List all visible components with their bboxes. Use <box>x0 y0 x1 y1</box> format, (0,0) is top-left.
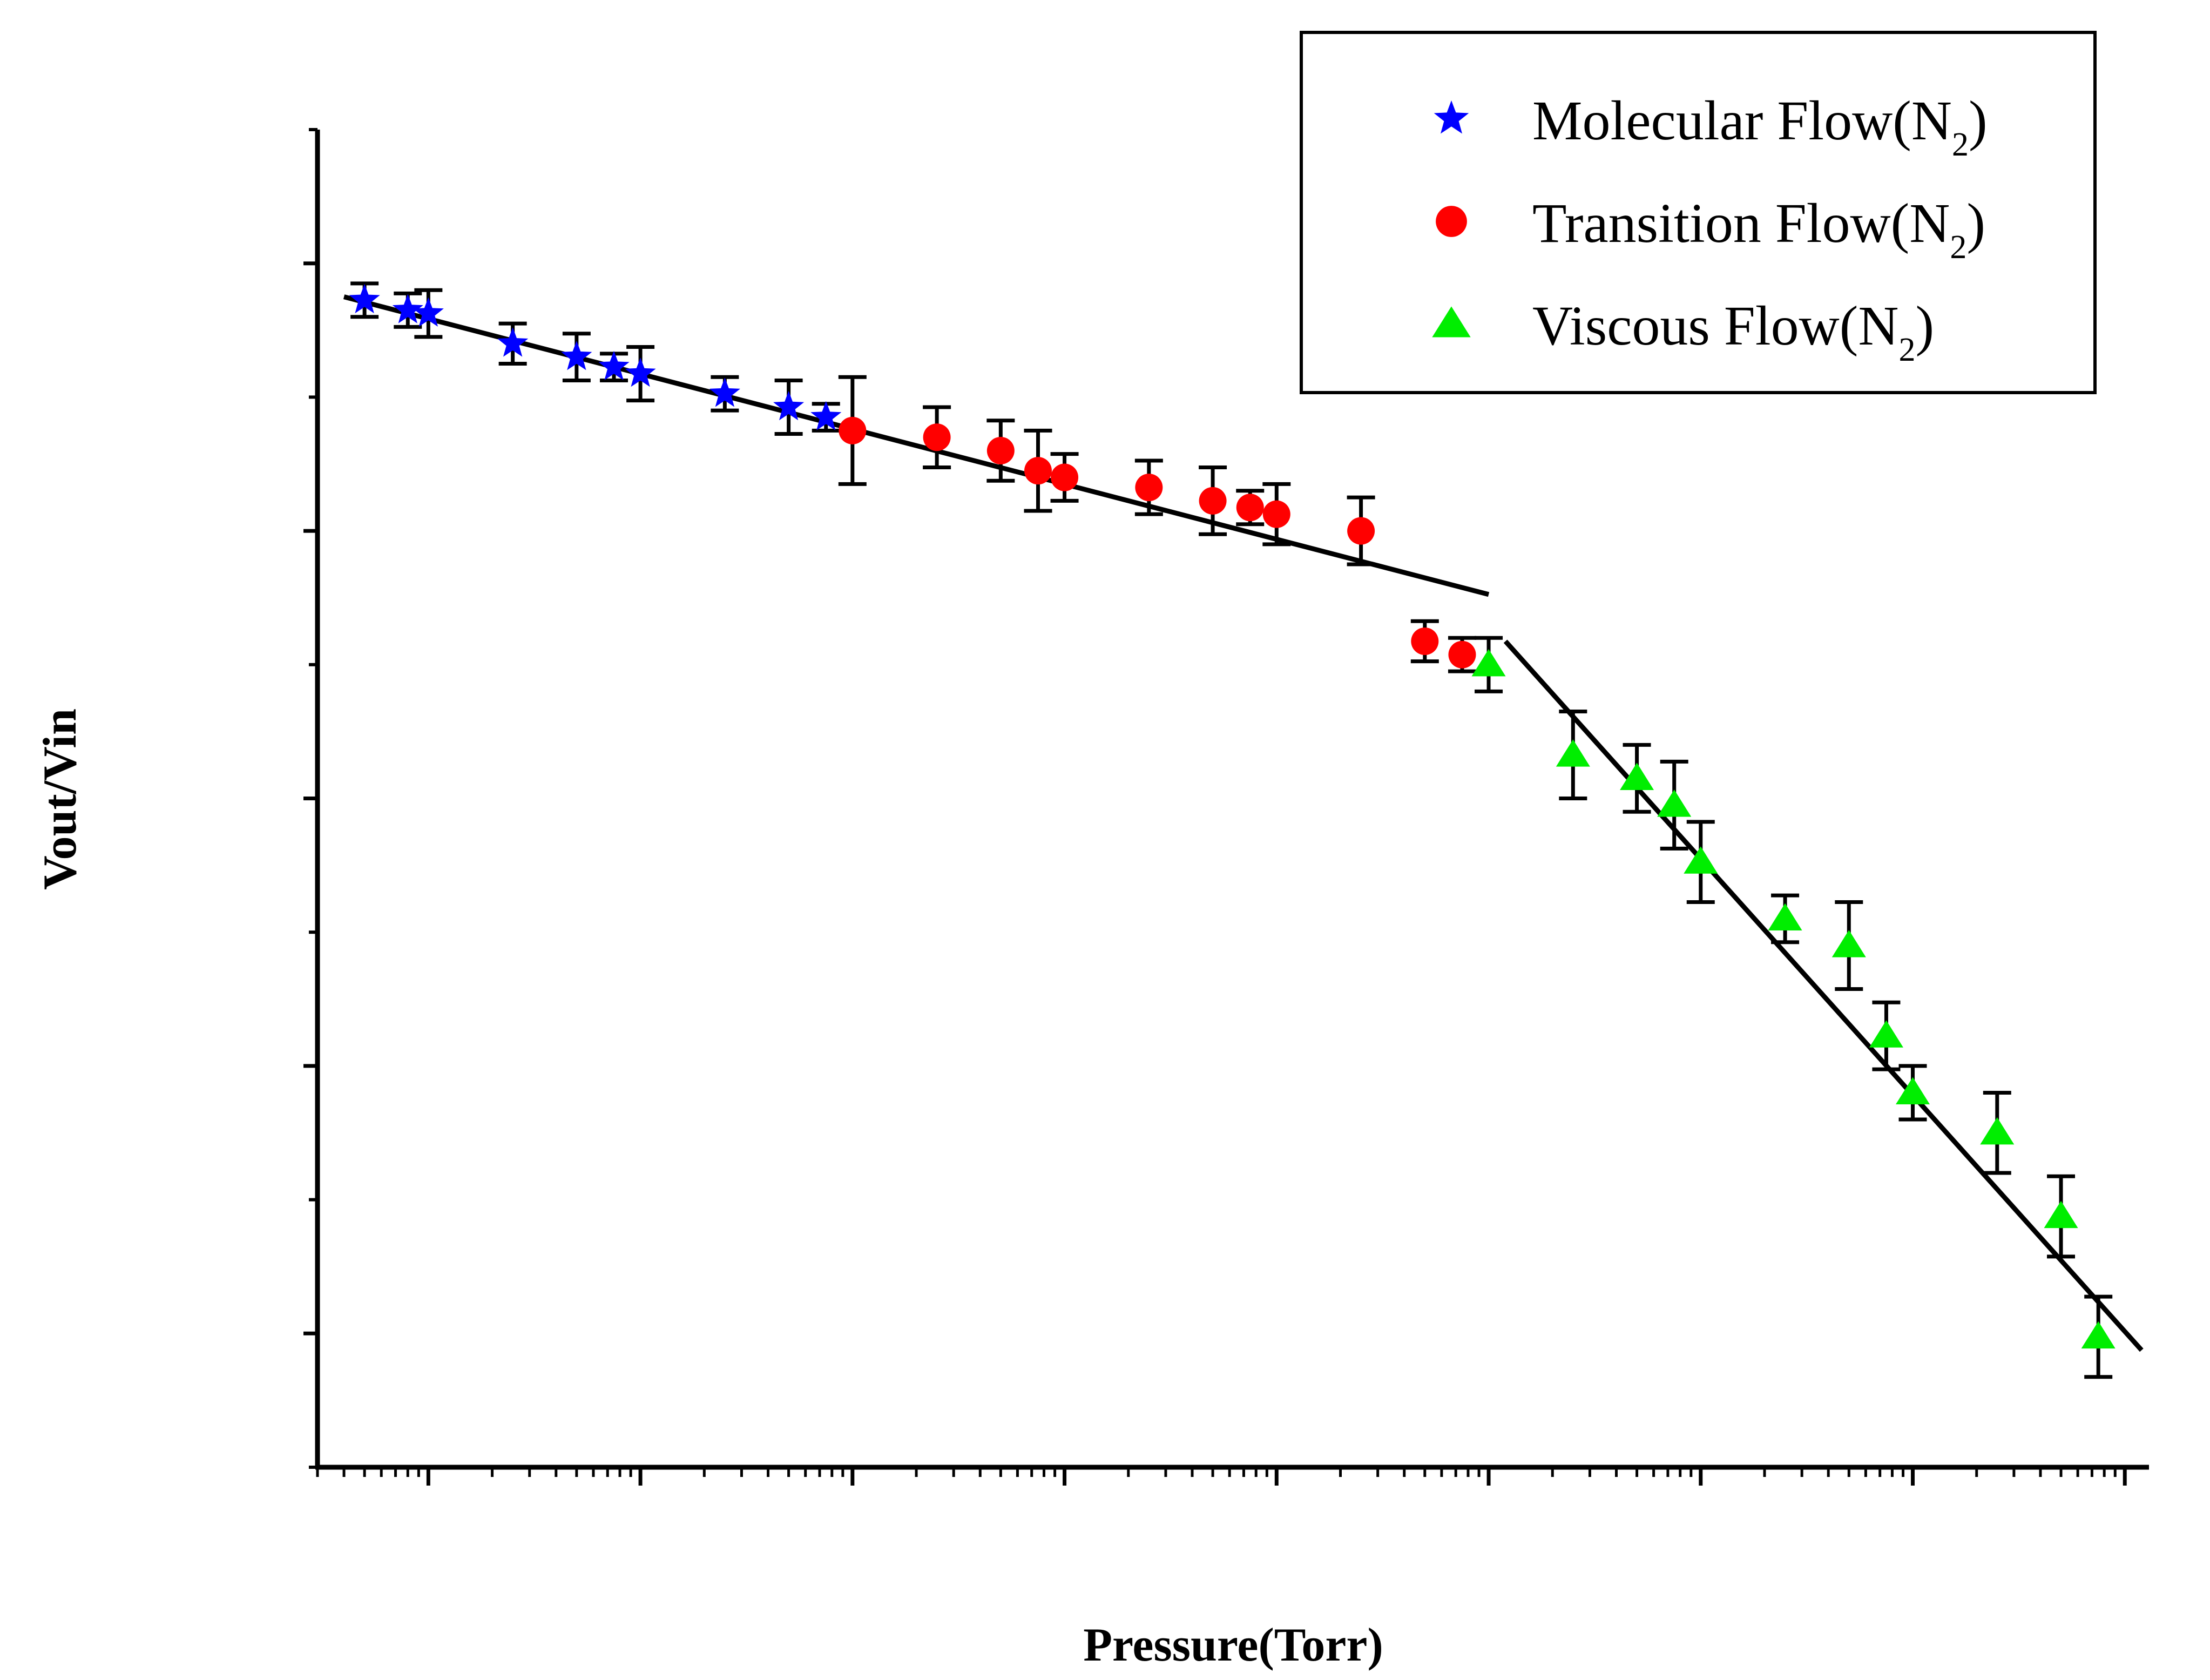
legend-label-end: ) <box>1915 295 1934 357</box>
data-point-circle <box>1135 474 1163 502</box>
data-point-star <box>413 297 444 327</box>
legend-label: Viscous Flow(N2) <box>1532 295 1934 368</box>
data-point-circle <box>839 416 867 444</box>
data-point-star <box>625 357 656 387</box>
data-point-star <box>349 284 380 314</box>
legend-label-main: Viscous Flow(N <box>1532 295 1898 357</box>
data-point-circle <box>1024 457 1052 485</box>
legend-label-main: Molecular Flow(N <box>1532 90 1952 152</box>
legend-label: Transition Flow(N2) <box>1532 192 1985 266</box>
legend-label: Molecular Flow(N2) <box>1532 90 1988 163</box>
data-point-triangle <box>1869 1020 1903 1048</box>
legend-marker-circle <box>1436 206 1467 237</box>
data-point-star <box>497 327 529 357</box>
data-point-triangle <box>2081 1321 2116 1349</box>
data-points <box>349 284 2116 1349</box>
data-point-triangle <box>1620 763 1654 790</box>
data-point-star <box>773 391 805 421</box>
low-pressure-fit <box>343 294 1490 597</box>
data-point-circle <box>923 423 951 451</box>
data-point-star <box>561 341 592 370</box>
data-point-triangle <box>1980 1117 2015 1145</box>
data-point-circle <box>1347 517 1375 545</box>
data-point-triangle <box>1471 649 1506 677</box>
legend-label-subscript: 2 <box>1952 126 1969 163</box>
legend-label-subscript: 2 <box>1950 229 1966 266</box>
legend-label-main: Transition Flow(N <box>1532 192 1950 254</box>
data-point-circle <box>1411 627 1439 655</box>
ticks <box>303 128 2127 1486</box>
legend-marker-triangle <box>1432 306 1471 338</box>
data-point-circle <box>1199 487 1227 515</box>
data-point-circle <box>1051 463 1079 491</box>
data-point-triangle <box>1556 739 1590 767</box>
data-point-triangle <box>1768 903 1802 931</box>
legend-label-end: ) <box>1966 192 1985 254</box>
data-point-triangle <box>1831 930 1866 957</box>
data-point-triangle <box>1684 846 1718 874</box>
data-point-circle <box>1236 494 1264 522</box>
y-axis-title: Vout/Vin <box>34 709 86 890</box>
data-point-star <box>598 350 630 380</box>
legend-box <box>1300 31 2097 394</box>
data-point-star <box>392 294 423 323</box>
fit-lines <box>343 294 2144 1352</box>
data-point-circle <box>1262 500 1290 528</box>
data-point-circle <box>986 436 1015 464</box>
legend: Molecular Flow(N2)Transition Flow(N2)Vis… <box>1300 31 2097 394</box>
data-point-triangle <box>1657 790 1692 817</box>
high-pressure-fit <box>1503 639 2144 1352</box>
legend-label-end: ) <box>1969 90 1988 152</box>
data-point-star <box>810 401 842 430</box>
data-point-star <box>709 377 740 407</box>
data-point-triangle <box>1896 1077 1930 1105</box>
legend-label-subscript: 2 <box>1898 332 1915 368</box>
x-axis-title: Pressure(Torr) <box>1083 1619 1383 1671</box>
legend-marker-star <box>1434 100 1469 134</box>
data-point-circle <box>1448 640 1476 669</box>
data-point-triangle <box>2044 1200 2078 1229</box>
